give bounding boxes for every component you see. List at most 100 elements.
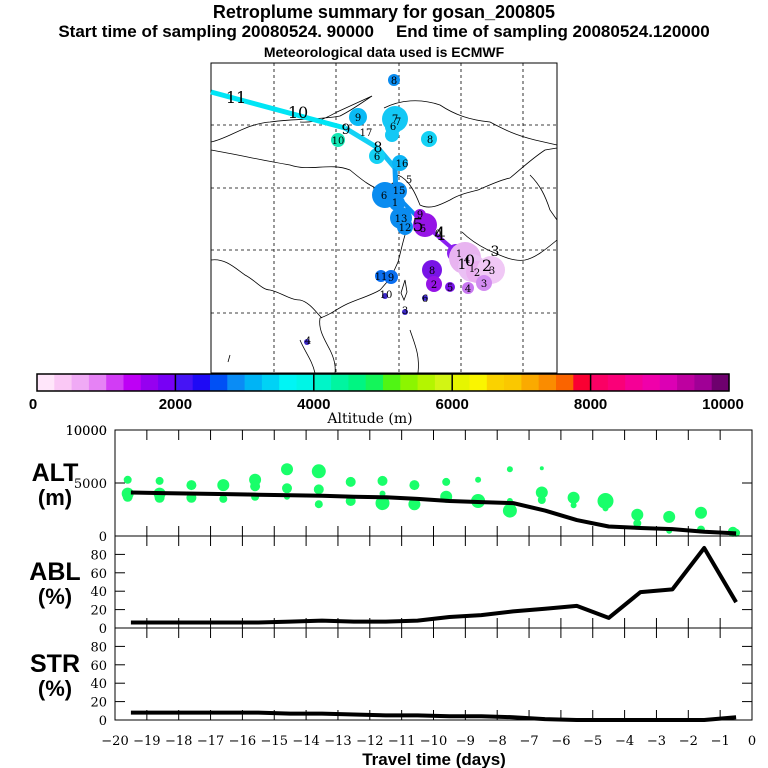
- colorbar-cell: [400, 374, 419, 391]
- colorbar-cell: [192, 374, 211, 391]
- colorbar-cell: [538, 374, 557, 391]
- cluster-label: 6: [422, 294, 428, 305]
- x-tick-label: 0: [748, 734, 756, 749]
- plume-dot: [281, 463, 293, 476]
- cluster-label: 11: [375, 272, 388, 283]
- panel-abl: 0 20 40 60 80 ABL(%): [29, 535, 753, 637]
- cluster-dot: [422, 295, 428, 301]
- plume-dot: [377, 475, 388, 486]
- y-tick-label: 80: [90, 640, 107, 655]
- panel-frame: [114, 627, 753, 721]
- cluster-label: 8: [427, 135, 433, 146]
- plume-dot: [217, 479, 230, 492]
- y-tick-label: 10000: [66, 424, 107, 439]
- y-tick-label: 40: [90, 585, 107, 600]
- colorbar-tick-label: 0: [29, 396, 37, 413]
- plume-dot: [311, 464, 326, 479]
- plume-dot: [535, 486, 548, 499]
- plume-dot: [442, 477, 451, 486]
- colorbar-cell: [711, 374, 730, 391]
- x-tick-label: −3: [647, 734, 666, 749]
- x-tick-label: −12: [356, 734, 383, 749]
- plume-dot: [602, 505, 609, 512]
- sampling-times: Start time of sampling 20080524. 90000 En…: [0, 22, 768, 42]
- x-tick-label: −11: [388, 734, 415, 749]
- start-time: Start time of sampling 20080524. 90000: [58, 22, 374, 41]
- cluster-label: 9: [417, 210, 423, 221]
- cluster-dot: [389, 182, 407, 200]
- colorbar-cell: [556, 374, 574, 391]
- colorbar-cell: [590, 374, 609, 391]
- plume-dot: [539, 466, 544, 471]
- trajectory-day-label: 3: [491, 244, 500, 260]
- cluster-dot: [384, 270, 398, 284]
- plume-dot: [313, 484, 324, 495]
- cluster-label: 5: [420, 224, 426, 235]
- x-tick-label: −4: [615, 734, 634, 749]
- plume-dot: [408, 498, 421, 511]
- plume-dot: [695, 506, 707, 519]
- colorbar-tick-label: 2000: [159, 396, 192, 413]
- cluster-dot: [388, 74, 400, 86]
- cluster-label: 16: [396, 159, 409, 170]
- trajectory-day-label: 9: [342, 122, 351, 138]
- colorbar-cell: [313, 374, 332, 391]
- plume-dot: [506, 466, 513, 473]
- plume-dot: [123, 475, 132, 484]
- cluster-dot: [414, 209, 426, 221]
- cluster-label: 1: [392, 198, 398, 209]
- colorbar-cell: [37, 374, 55, 391]
- colorbar-cell: [642, 374, 661, 391]
- panel-frame: [114, 429, 753, 537]
- colorbar-cell: [694, 374, 713, 391]
- trajectory-day-label: 0: [465, 251, 475, 270]
- map-frame: [210, 62, 558, 374]
- colorbar-cell: [348, 374, 367, 391]
- colorbar-cell: [279, 374, 298, 391]
- cluster-label: 1: [469, 264, 475, 275]
- cluster-dot: [476, 275, 492, 291]
- cluster-dot: [304, 339, 310, 345]
- plume-dot: [282, 483, 292, 494]
- cluster-label: 7: [392, 114, 398, 125]
- trajectory-day-label: 1: [458, 257, 467, 273]
- colorbar-cell: [210, 374, 228, 391]
- colorbar-cell: [607, 374, 626, 391]
- cluster-label: 9: [388, 273, 394, 284]
- trajectory-day-label: 4: [434, 224, 445, 245]
- plume-dot: [597, 493, 614, 509]
- colorbar-tick-label: 6000: [436, 396, 469, 413]
- cluster-label: 10: [332, 136, 345, 147]
- x-tick-label: −10: [420, 734, 447, 749]
- cluster-label: 15: [393, 186, 406, 197]
- cluster-label: 0: [435, 229, 441, 240]
- cluster-dot: [331, 133, 345, 147]
- colorbar-tick-label: 8000: [574, 396, 607, 413]
- cluster-label: 3: [489, 266, 495, 277]
- cluster-label: 6: [381, 191, 387, 202]
- x-tick-label: −7: [519, 734, 538, 749]
- plume-dot: [154, 492, 165, 503]
- cluster-dot: [397, 219, 413, 235]
- colorbar-frame: [36, 373, 730, 392]
- cluster-label: 8: [391, 76, 397, 87]
- colorbar-cell: [469, 374, 488, 391]
- x-tick-label: −6: [551, 734, 570, 749]
- series-line-abl: [130, 546, 738, 625]
- x-tick-label: −8: [488, 734, 507, 749]
- colorbar-cell: [452, 374, 471, 391]
- colorbar-cell: [175, 374, 194, 391]
- x-tick-label: −13: [324, 734, 351, 749]
- cluster-dot: [392, 155, 408, 171]
- plume-dot: [219, 494, 228, 503]
- panel-ylabel-unit: (m): [38, 485, 72, 510]
- x-axis-label: Travel time (days): [362, 750, 506, 768]
- y-tick-label: 60: [90, 659, 107, 674]
- colorbar-cell: [123, 374, 142, 391]
- cluster-label: 4: [464, 255, 470, 266]
- cluster-label: 4: [465, 284, 471, 295]
- x-tick-label: −20: [101, 734, 128, 749]
- y-tick-label: 0: [99, 530, 107, 545]
